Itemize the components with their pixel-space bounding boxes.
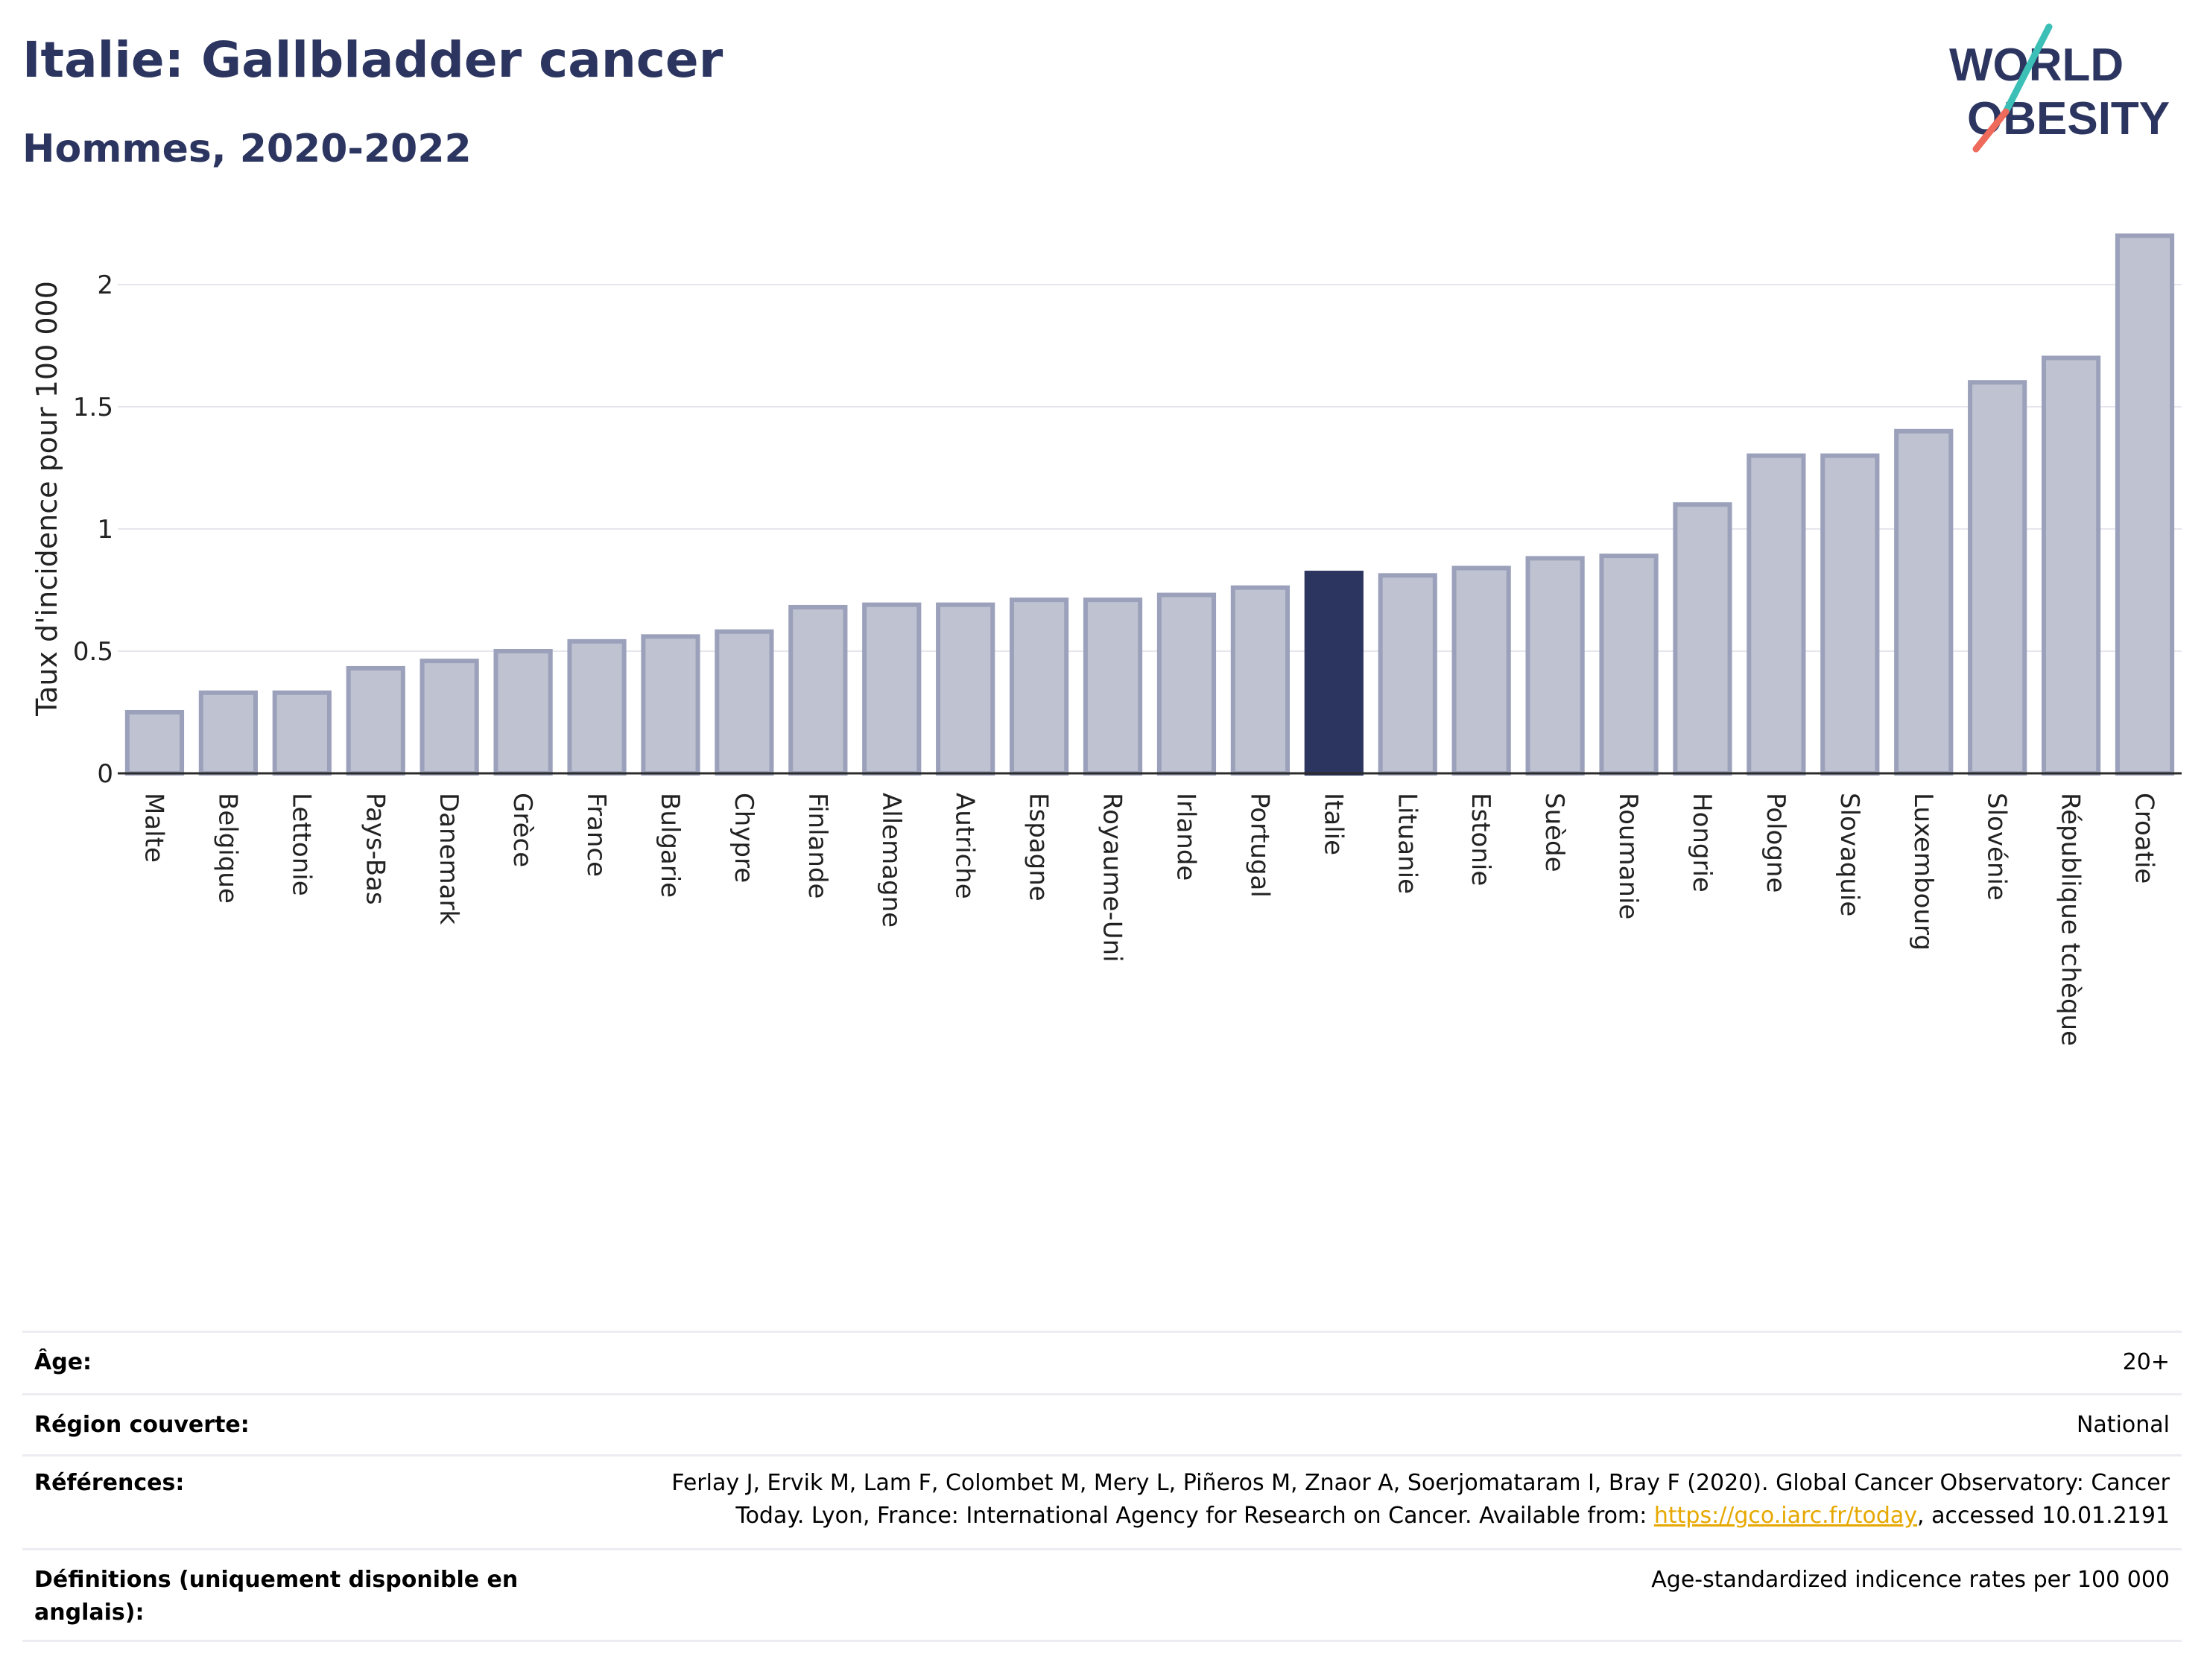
bar-allemagne[interactable] — [862, 602, 922, 776]
bar-slov-nie[interactable] — [1968, 380, 2027, 776]
x-tick-label: République tchèque — [2056, 793, 2086, 1046]
logo-slash-teal — [2002, 23, 2053, 115]
x-tick-label: Autriche — [950, 793, 980, 899]
x-tick-label: Espagne — [1024, 793, 1054, 901]
x-tick-label: Slovénie — [1982, 793, 2012, 901]
page-subtitle: Hommes, 2020-2022 — [22, 127, 472, 171]
bar-roumanie[interactable] — [1599, 554, 1659, 776]
x-tick-label: Suède — [1539, 793, 1569, 872]
metadata-table: Âge: 20+ Région couverte: National Référ… — [22, 1331, 2182, 1642]
x-tick-labels: Malte Belgique Lettonie Pays-Bas Danemark Grè… — [139, 793, 2159, 1046]
x-tick-label: Pays-Bas — [360, 793, 390, 905]
bar-su-de[interactable] — [1525, 556, 1585, 776]
meta-row-definitions: Définitions (uniquement disponible en an… — [22, 1548, 2182, 1642]
y-axis-title: Taux d'incidence pour 100 000 — [31, 281, 63, 717]
reference-line-1: Ferlay J, Ervik M, Lam F, Colombet M, Me… — [671, 1470, 2170, 1496]
bar-france[interactable] — [567, 638, 627, 776]
x-tick-label: Estonie — [1466, 793, 1495, 886]
x-tick-label: Portugal — [1244, 793, 1274, 898]
bar-malte[interactable] — [124, 710, 185, 776]
x-tick-label: Lituanie — [1392, 793, 1422, 894]
bar-estonie[interactable] — [1451, 565, 1511, 776]
bars — [124, 233, 2175, 776]
bar-pologne[interactable] — [1747, 453, 1806, 776]
meta-value-age: 20+ — [2122, 1349, 2170, 1375]
bar-gr-ce[interactable] — [493, 649, 553, 776]
x-tick-label: Croatie — [2129, 793, 2159, 884]
meta-key-references: Références: — [34, 1470, 185, 1496]
bar-chypre[interactable] — [715, 629, 774, 776]
meta-row-region: Région couverte: National — [22, 1393, 2182, 1454]
x-tick-label: Royaume-Uni — [1098, 793, 1127, 963]
bar-luxembourg[interactable] — [1894, 428, 1954, 776]
meta-row-age: Âge: 20+ — [22, 1331, 2182, 1393]
bar-irlande[interactable] — [1156, 592, 1217, 776]
y-tick-label: 2 — [97, 270, 113, 300]
x-tick-label: Finlande — [802, 793, 832, 898]
definitions-key-line-1: Définitions (uniquement disponible en — [34, 1567, 519, 1593]
bar-croatie[interactable] — [2115, 233, 2175, 776]
bar-portugal[interactable] — [1230, 585, 1290, 776]
y-tick-label: 0 — [97, 759, 113, 789]
y-tick-label: 0.5 — [73, 637, 113, 667]
x-tick-label: Grèce — [507, 793, 537, 867]
bar-royaume-uni[interactable] — [1083, 597, 1143, 776]
bar-italie[interactable] — [1304, 571, 1364, 776]
y-tick-labels: 0 0.5 1 1.5 2 — [73, 270, 113, 789]
meta-key-definitions: Définitions (uniquement disponible en an… — [34, 1564, 518, 1629]
x-tick-label: Lettonie — [286, 793, 316, 896]
x-tick-label: Belgique — [212, 793, 242, 904]
bar-lituanie[interactable] — [1378, 573, 1437, 776]
bar-autriche[interactable] — [936, 602, 995, 776]
x-tick-label: France — [581, 793, 611, 877]
x-tick-label: Slovaquie — [1834, 793, 1864, 916]
page-title: Italie: Gallbladder cancer — [22, 31, 723, 89]
bar-slovaquie[interactable] — [1820, 453, 1880, 776]
y-tick-label: 1.5 — [73, 393, 113, 422]
bar-pays-bas[interactable] — [346, 665, 405, 776]
logo-slash-red — [1972, 108, 2010, 153]
x-tick-label: Chypre — [729, 793, 759, 883]
bar-r-publique-tch-que[interactable] — [2042, 355, 2101, 776]
definitions-key-line-2: anglais): — [34, 1600, 145, 1626]
reference-link[interactable]: https://gco.iarc.fr/today — [1653, 1503, 1918, 1529]
reference-line-2: Today. Lyon, France: International Agenc… — [671, 1500, 2170, 1532]
y-tick-label: 1 — [97, 515, 113, 545]
reference-accessed: , accessed 10.01.2191 — [1917, 1503, 2170, 1529]
x-tick-label: Roumanie — [1613, 793, 1643, 919]
world-obesity-logo: WORLD OBESITY — [1949, 23, 2170, 153]
x-tick-label: Irlande — [1171, 793, 1200, 881]
x-tick-label: Malte — [139, 793, 168, 863]
x-tick-label: Bulgarie — [655, 793, 685, 898]
bar-bulgarie[interactable] — [641, 634, 700, 776]
meta-value-region: National — [2076, 1412, 2170, 1438]
x-tick-label: Danemark — [434, 793, 463, 925]
x-tick-label: Italie — [1318, 793, 1348, 855]
bar-espagne[interactable] — [1010, 597, 1069, 776]
x-tick-label: Pologne — [1761, 793, 1790, 893]
meta-value-references: Ferlay J, Ervik M, Lam F, Colombet M, Me… — [671, 1467, 2170, 1532]
x-tick-label: Luxembourg — [1908, 793, 1938, 951]
meta-value-definitions: Age-standardized indicence rates per 100… — [1651, 1567, 2170, 1593]
x-tick-label: Hongrie — [1687, 793, 1717, 893]
bar-hongrie[interactable] — [1673, 502, 1732, 776]
bar-finlande[interactable] — [788, 604, 848, 776]
reference-text: Today. Lyon, France: International Agenc… — [735, 1503, 1654, 1529]
meta-key-age: Âge: — [34, 1349, 92, 1375]
meta-key-region: Région couverte: — [34, 1412, 250, 1438]
bar-belgique[interactable] — [198, 690, 258, 776]
meta-row-references: Références: Ferlay J, Ervik M, Lam F, Co… — [22, 1454, 2182, 1548]
x-tick-label: Allemagne — [876, 793, 906, 928]
bar-danemark[interactable] — [419, 659, 479, 776]
bar-chart: 0 0.5 1 1.5 2 Malte Belgique Lettonie Pays-Bas D… — [31, 233, 2182, 1046]
bar-lettonie[interactable] — [272, 690, 332, 776]
